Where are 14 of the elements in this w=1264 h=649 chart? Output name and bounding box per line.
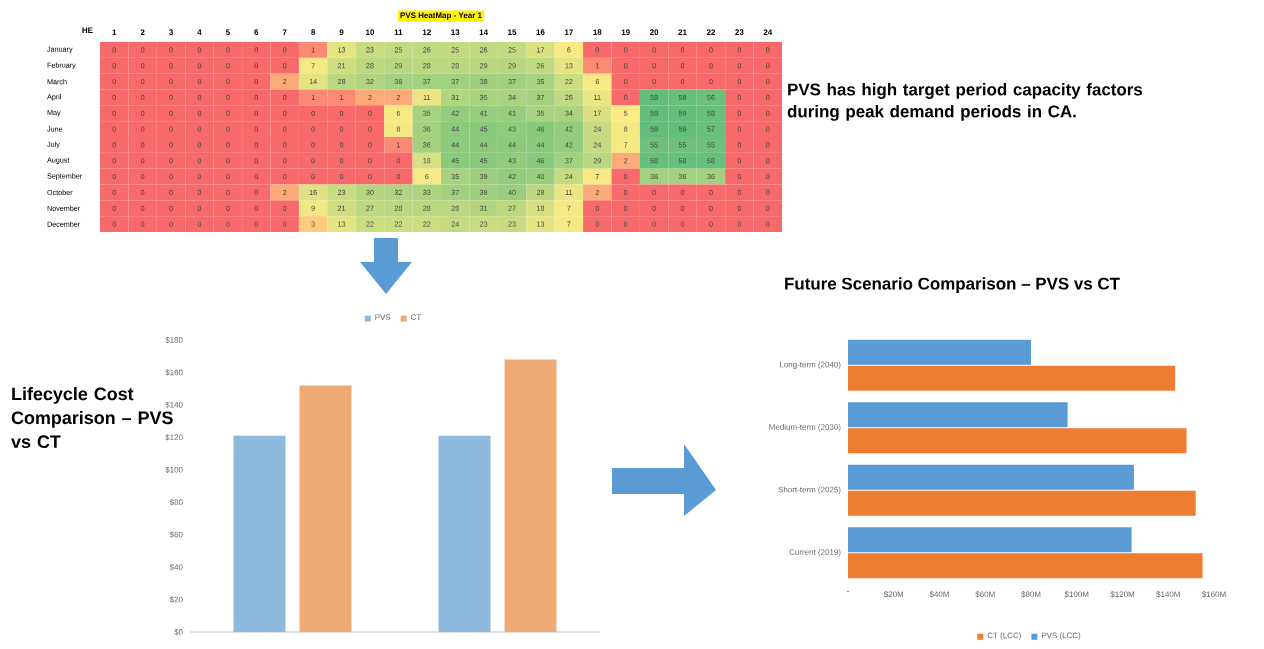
bar [438,435,491,632]
text: PVS has high target period capacity factors during peak demand periods in CA. [787,82,1143,121]
bar [848,365,1176,391]
chart-title: Future Scenario Comparison – PVS vs CT [785,277,1120,293]
bar [848,464,1134,490]
bar [848,339,1031,365]
bar [848,402,1068,428]
bar [848,553,1203,579]
bar [299,385,352,632]
bar [233,435,286,632]
bar [504,359,557,632]
bar [848,490,1196,516]
bar [848,428,1187,454]
bar [848,527,1132,553]
